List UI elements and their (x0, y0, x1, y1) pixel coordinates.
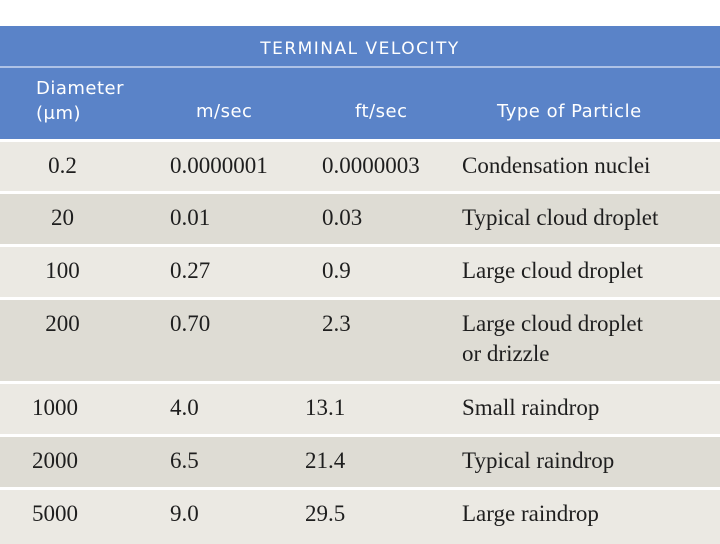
particle-type-cell: Typical raindrop (462, 448, 615, 473)
table-body: 0.2 0.0000001 0.0000003 Condensation nuc… (0, 139, 720, 544)
diameter-cell: 20 (51, 205, 74, 230)
diameter-cell: 200 (45, 311, 80, 336)
header-ft-per-sec: ft/sec (355, 101, 408, 122)
particle-type-line1: Large cloud droplet (462, 311, 643, 336)
particle-type-cell: Large cloud droplet (462, 258, 643, 283)
header-diameter-line2: (μm) (36, 103, 82, 124)
m-sec-cell: 9.0 (170, 501, 199, 526)
ft-sec-cell: 0.03 (322, 205, 363, 230)
header-m-per-sec: m/sec (196, 101, 253, 122)
ft-sec-cell: 0.9 (322, 258, 351, 283)
particle-type-cell: Large raindrop (462, 501, 599, 526)
ft-sec-cell: 21.4 (305, 448, 346, 473)
ft-sec-cell: 29.5 (305, 501, 346, 526)
m-sec-cell: 0.27 (170, 258, 211, 283)
particle-type-line2: or drizzle (462, 341, 550, 366)
table-row: 20 0.01 0.03 Typical cloud droplet (0, 191, 720, 244)
table-row: 5000 9.0 29.5 Large raindrop (0, 487, 720, 544)
m-sec-cell: 0.70 (170, 311, 211, 336)
ft-sec-cell: 0.0000003 (322, 153, 420, 178)
diameter-cell: 1000 (32, 395, 78, 420)
diameter-cell: 100 (45, 258, 80, 283)
diameter-cell: 5000 (32, 501, 78, 526)
header-diameter-line1: Diameter (36, 78, 125, 99)
header-type-of-particle: Type of Particle (497, 101, 642, 122)
ft-sec-cell: 2.3 (322, 311, 351, 336)
table-row: 0.2 0.0000001 0.0000003 Condensation nuc… (0, 139, 720, 191)
m-sec-cell: 0.0000001 (170, 153, 268, 178)
table-row: 2000 6.5 21.4 Typical raindrop (0, 434, 720, 487)
m-sec-cell: 4.0 (170, 395, 199, 420)
particle-type-cell: Large cloud droplet or drizzle (462, 309, 643, 369)
particle-type-cell: Typical cloud droplet (462, 205, 659, 230)
header-diameter: Diameter (μm) (36, 76, 124, 126)
header-divider (0, 66, 720, 68)
diameter-cell: 2000 (32, 448, 78, 473)
table-header: TERMINAL VELOCITY Diameter (μm) m/sec ft… (0, 26, 720, 139)
table-row: 200 0.70 2.3 Large cloud droplet or driz… (0, 297, 720, 381)
table-title: TERMINAL VELOCITY (260, 39, 460, 59)
particle-type-cell: Condensation nuclei (462, 153, 651, 178)
m-sec-cell: 6.5 (170, 448, 199, 473)
m-sec-cell: 0.01 (170, 205, 211, 230)
terminal-velocity-table: TERMINAL VELOCITY Diameter (μm) m/sec ft… (0, 26, 720, 544)
particle-type-cell: Small raindrop (462, 395, 600, 420)
table-row: 1000 4.0 13.1 Small raindrop (0, 381, 720, 434)
diameter-cell: 0.2 (48, 153, 77, 178)
table-row: 100 0.27 0.9 Large cloud droplet (0, 244, 720, 297)
ft-sec-cell: 13.1 (305, 395, 346, 420)
